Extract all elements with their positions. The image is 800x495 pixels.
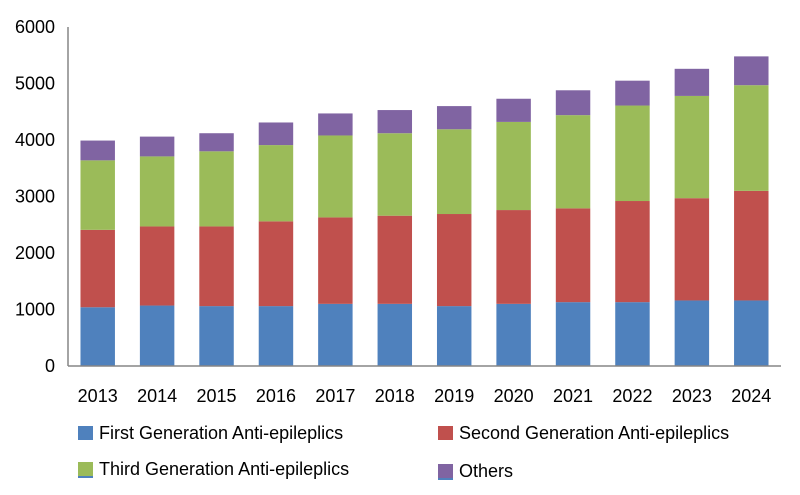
- bar-others-2024: [734, 56, 769, 86]
- bar-first-generation-anti-epileplics-2020: [496, 303, 531, 366]
- bar-others-2016: [258, 122, 294, 146]
- bar-third-generation-anti-epileplics-2015: [199, 151, 234, 227]
- x-tick-label: 2020: [494, 386, 534, 406]
- bar-first-generation-anti-epileplics-2013: [80, 307, 115, 366]
- bar-second-generation-anti-epileplics-2015: [199, 226, 234, 307]
- bar-third-generation-anti-epileplics-2021: [555, 115, 591, 209]
- y-tick-label: 1000: [15, 300, 55, 320]
- x-tick-label: 2014: [137, 386, 177, 406]
- bar-third-generation-anti-epileplics-2013: [80, 160, 115, 230]
- legend-swatch-second-generation: [438, 426, 453, 440]
- legend-item-second-generation[interactable]: Second Generation Anti-epileplics: [438, 423, 729, 443]
- bar-first-generation-anti-epileplics-2018: [377, 303, 413, 366]
- y-tick-label: 5000: [15, 74, 55, 94]
- bar-second-generation-anti-epileplics-2013: [80, 229, 115, 308]
- x-tick-label: 2013: [78, 386, 118, 406]
- y-tick-label: 3000: [15, 187, 55, 207]
- y-axis-ticks: 0 1000 2000 3000 4000 5000 6000: [15, 17, 55, 376]
- bar-third-generation-anti-epileplics-2016: [258, 145, 294, 222]
- bar-third-generation-anti-epileplics-2014: [139, 156, 175, 227]
- bar-second-generation-anti-epileplics-2018: [377, 215, 413, 304]
- bar-second-generation-anti-epileplics-2016: [258, 221, 294, 307]
- bar-second-generation-anti-epileplics-2014: [139, 226, 175, 306]
- bar-third-generation-anti-epileplics-2023: [674, 95, 710, 199]
- bars-layer: [80, 56, 769, 366]
- bar-second-generation-anti-epileplics-2017: [318, 217, 353, 304]
- legend-swatch-third-generation: [78, 462, 93, 476]
- legend-swatch-others: [438, 464, 453, 478]
- x-tick-label: 2018: [375, 386, 415, 406]
- bar-first-generation-anti-epileplics-2022: [615, 302, 650, 366]
- bar-third-generation-anti-epileplics-2020: [496, 121, 531, 211]
- y-tick-label: 6000: [15, 17, 55, 37]
- legend-item-others[interactable]: Others: [438, 461, 513, 481]
- legend-item-third-generation[interactable]: Third Generation Anti-epileplics: [78, 459, 349, 479]
- x-tick-label: 2017: [315, 386, 355, 406]
- bar-first-generation-anti-epileplics-2017: [318, 303, 353, 366]
- x-axis-ticks: 2013 2014 2015 2016 2017 2018 2019 2020 2021 2022…: [78, 386, 772, 406]
- x-tick-label: 2023: [672, 386, 712, 406]
- bar-others-2023: [674, 68, 710, 96]
- legend-label-others: Others: [459, 460, 514, 481]
- bar-others-2017: [318, 113, 353, 136]
- legend-item-first-generation[interactable]: First Generation Anti-epileplics: [78, 423, 343, 443]
- bar-others-2022: [615, 80, 650, 106]
- x-tick-label: 2015: [197, 386, 237, 406]
- x-tick-label: 2019: [434, 386, 474, 406]
- bar-third-generation-anti-epileplics-2024: [734, 85, 769, 191]
- bar-first-generation-anti-epileplics-2023: [674, 300, 710, 366]
- x-tick-label: 2022: [612, 386, 652, 406]
- bar-third-generation-anti-epileplics-2022: [615, 105, 650, 202]
- bar-others-2014: [139, 136, 175, 157]
- bar-second-generation-anti-epileplics-2023: [674, 198, 710, 301]
- bar-others-2020: [496, 98, 531, 122]
- bar-first-generation-anti-epileplics-2024: [734, 300, 769, 366]
- x-tick-label: 2024: [731, 386, 771, 406]
- x-tick-label: 2016: [256, 386, 296, 406]
- bar-others-2019: [436, 106, 472, 130]
- bar-second-generation-anti-epileplics-2021: [555, 208, 591, 303]
- legend-label-second-generation: Second Generation Anti-epileplics: [459, 422, 730, 443]
- bar-others-2015: [199, 133, 234, 152]
- bar-others-2018: [377, 110, 413, 134]
- legend-label-third-generation: Third Generation Anti-epileplics: [99, 458, 350, 479]
- y-tick-label: 0: [45, 356, 55, 376]
- bar-first-generation-anti-epileplics-2019: [436, 306, 472, 366]
- bar-others-2013: [80, 140, 115, 161]
- bar-second-generation-anti-epileplics-2022: [615, 201, 650, 303]
- bar-first-generation-anti-epileplics-2021: [555, 302, 591, 366]
- bar-third-generation-anti-epileplics-2018: [377, 133, 413, 216]
- bar-second-generation-anti-epileplics-2020: [496, 210, 531, 304]
- x-tick-label: 2021: [553, 386, 593, 406]
- bar-third-generation-anti-epileplics-2019: [436, 129, 472, 215]
- bar-first-generation-anti-epileplics-2015: [199, 306, 234, 366]
- bar-second-generation-anti-epileplics-2024: [734, 190, 769, 301]
- legend-label-first-generation: First Generation Anti-epileplics: [99, 422, 344, 443]
- bar-others-2021: [555, 90, 591, 116]
- bar-second-generation-anti-epileplics-2019: [436, 214, 472, 307]
- bar-first-generation-anti-epileplics-2016: [258, 306, 294, 366]
- bar-first-generation-anti-epileplics-2014: [139, 305, 175, 366]
- bar-third-generation-anti-epileplics-2017: [318, 135, 353, 218]
- legend-swatch-first-generation: [78, 426, 93, 440]
- y-tick-label: 4000: [15, 130, 55, 150]
- y-tick-label: 2000: [15, 243, 55, 263]
